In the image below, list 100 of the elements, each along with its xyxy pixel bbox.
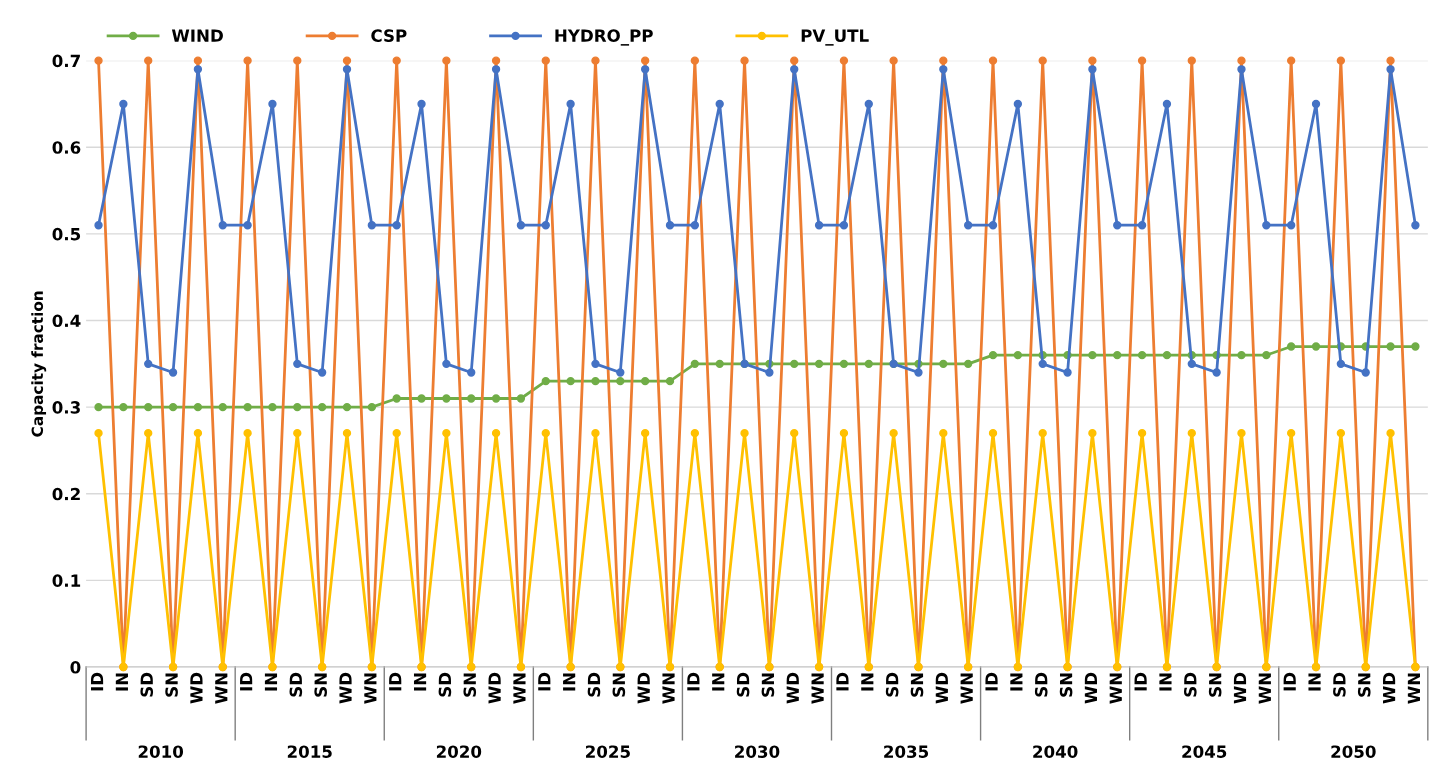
point <box>243 221 252 230</box>
point <box>616 368 625 377</box>
x-tick-label: SN <box>1208 673 1222 697</box>
x-tick-label: WD <box>190 672 203 704</box>
y-tick-label: 0.2 <box>52 487 80 501</box>
point <box>591 428 600 438</box>
x-tick-label: SN <box>1059 673 1073 697</box>
point <box>1063 368 1072 377</box>
point <box>790 65 799 74</box>
point <box>1113 351 1122 360</box>
x-tick-label: SD <box>1034 672 1048 697</box>
point <box>690 428 700 438</box>
point <box>243 56 252 65</box>
point <box>790 56 799 65</box>
y-tick-label: 0.5 <box>52 227 81 241</box>
x-tick-label: IN <box>563 673 576 691</box>
point <box>442 359 451 369</box>
legend-label: CSP <box>371 29 407 42</box>
point <box>541 56 550 65</box>
x-tick-label: SD <box>438 672 452 697</box>
x-tick-label: WN <box>215 673 228 704</box>
x-tick-label: WN <box>1407 673 1420 704</box>
x-tick-label: IN <box>1308 673 1321 691</box>
point <box>516 394 526 403</box>
point <box>1336 359 1346 369</box>
y-tick-label: 0.1 <box>52 574 81 587</box>
point <box>193 402 203 412</box>
point <box>740 56 749 65</box>
point <box>442 428 451 438</box>
point <box>1237 428 1246 438</box>
point <box>467 368 476 377</box>
point <box>268 99 277 109</box>
point <box>392 428 401 438</box>
point <box>591 359 600 369</box>
x-tick-label: IN <box>861 673 874 691</box>
point <box>491 394 501 403</box>
text: 2020 <box>436 745 482 758</box>
point <box>293 56 302 65</box>
x-tick-label: SD <box>736 672 750 697</box>
point <box>864 99 873 109</box>
point <box>1137 56 1147 65</box>
point <box>417 394 426 403</box>
point <box>342 402 352 412</box>
point <box>342 428 352 438</box>
x-tick-label: SN <box>761 673 775 697</box>
point <box>541 428 550 438</box>
point <box>814 359 824 369</box>
x-tick-label: SN <box>165 673 178 697</box>
x-tick-label: ID <box>389 672 402 691</box>
point <box>94 402 103 412</box>
x-tick-label: WD <box>935 672 948 704</box>
point <box>442 394 451 403</box>
point <box>1386 428 1395 438</box>
legend-label: WIND <box>171 29 223 42</box>
point <box>342 56 352 65</box>
point <box>1411 342 1420 351</box>
point <box>591 376 600 386</box>
point <box>1311 99 1321 109</box>
point <box>144 402 153 412</box>
x-tick-label: WN <box>1109 673 1122 704</box>
point <box>566 376 575 386</box>
point <box>293 359 302 369</box>
point <box>417 99 426 109</box>
x-tick-label: SN <box>1357 673 1371 697</box>
point <box>1187 359 1196 369</box>
x-tick-label: WD <box>488 672 501 704</box>
point <box>293 428 302 438</box>
x-tick-label: SD <box>1184 672 1197 697</box>
point <box>640 56 650 65</box>
x-tick-label: ID <box>90 672 104 691</box>
point <box>1162 351 1172 360</box>
point <box>541 221 550 230</box>
point <box>640 376 650 386</box>
x-tick-label: WN <box>364 673 377 704</box>
text: 2015 <box>287 745 332 758</box>
point <box>640 428 650 438</box>
point <box>1311 342 1321 351</box>
x-tick-label: ID <box>240 672 253 691</box>
point <box>1386 65 1395 74</box>
point <box>690 359 700 369</box>
x-tick-label: IN <box>1010 673 1023 691</box>
point <box>1113 221 1122 230</box>
y-tick-label: 0.3 <box>52 401 80 414</box>
point <box>1137 351 1147 360</box>
x-tick-label: IN <box>1159 673 1172 691</box>
point <box>1287 428 1296 438</box>
text: 2050 <box>1331 745 1376 758</box>
x-tick-label: IN <box>413 673 427 691</box>
point <box>1088 65 1097 74</box>
point <box>889 56 898 65</box>
point <box>144 56 153 65</box>
point <box>1336 56 1346 65</box>
point <box>839 428 849 438</box>
point <box>94 56 103 65</box>
point <box>243 428 252 438</box>
point <box>1162 99 1172 109</box>
point <box>94 221 103 230</box>
point <box>317 368 327 377</box>
point <box>939 359 948 369</box>
point <box>665 221 675 230</box>
